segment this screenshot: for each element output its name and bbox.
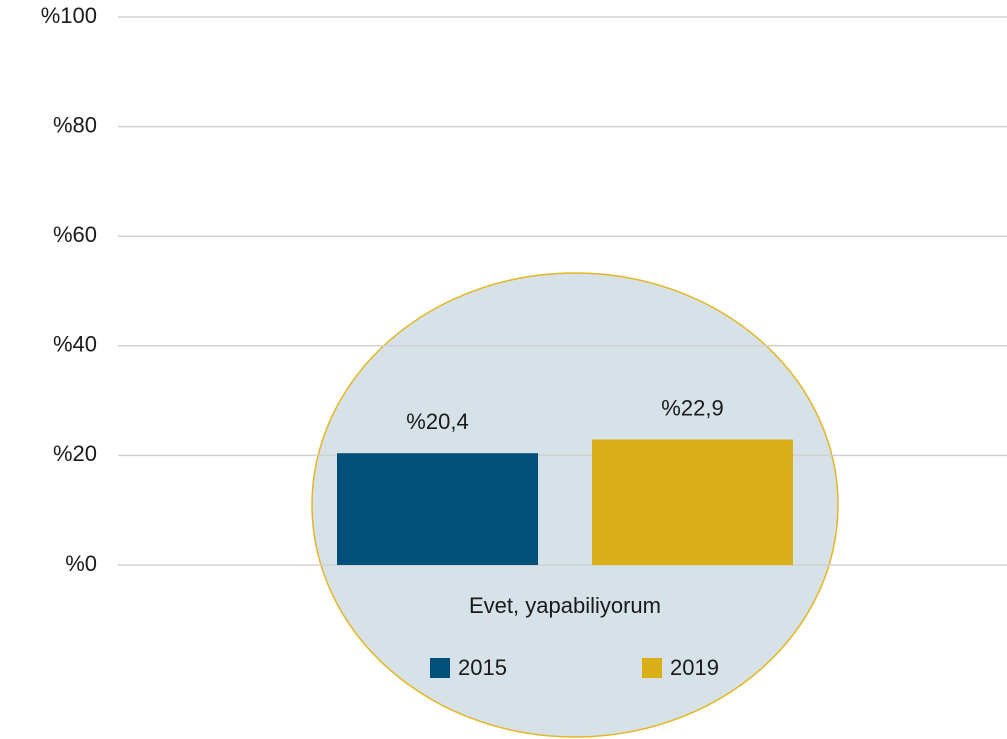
legend-swatch: [430, 658, 450, 678]
y-tick-label: %40: [53, 332, 97, 357]
y-tick-label: %80: [53, 112, 97, 137]
highlight-ellipse: [311, 272, 839, 738]
y-tick-label: %60: [53, 222, 97, 247]
data-label: %20,4: [406, 409, 468, 434]
y-tick-label: %0: [65, 551, 97, 576]
bar: [592, 439, 793, 565]
bar: [337, 453, 538, 565]
data-label: %22,9: [661, 395, 723, 420]
y-tick-label: %20: [53, 441, 97, 466]
x-tick-label: Evet, yapabiliyorum: [469, 593, 661, 618]
legend-label: 2015: [458, 655, 507, 680]
legend-swatch: [642, 658, 662, 678]
y-tick-label: %100: [41, 3, 97, 28]
legend-label: 2019: [670, 655, 719, 680]
